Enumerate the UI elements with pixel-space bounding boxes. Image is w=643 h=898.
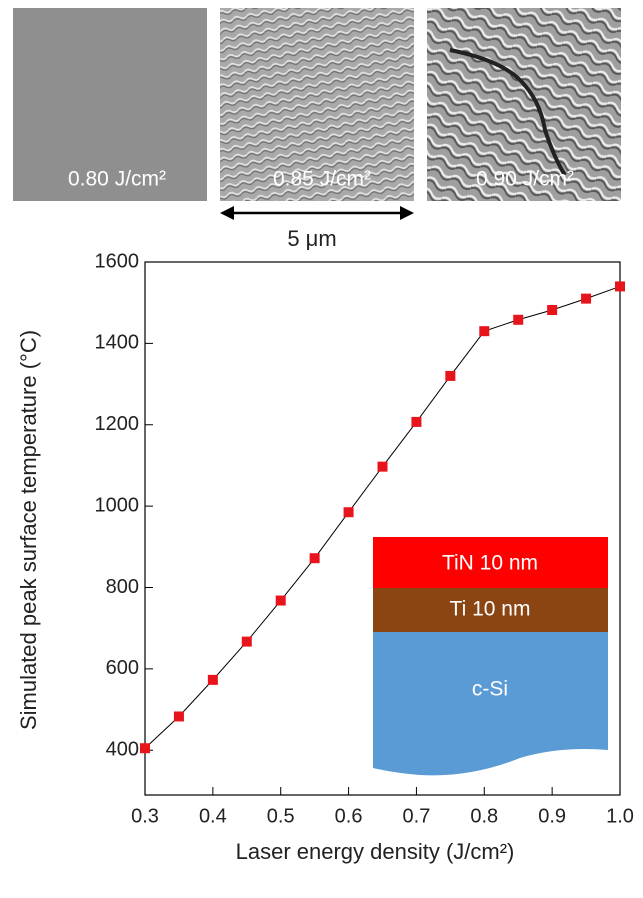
y-tick-label: 1600 bbox=[95, 250, 140, 272]
data-point bbox=[581, 293, 592, 304]
data-point bbox=[479, 326, 490, 337]
layer-label: Ti 10 nm bbox=[450, 598, 531, 621]
x-tick-label: 0.7 bbox=[403, 805, 431, 827]
y-tick-label: 1000 bbox=[95, 494, 140, 516]
image-label: 0.90 J/cm² bbox=[476, 168, 574, 191]
x-tick-label: 0.5 bbox=[267, 805, 295, 827]
data-point bbox=[207, 674, 218, 685]
x-tick-label: 1.0 bbox=[606, 805, 634, 827]
y-tick-label: 800 bbox=[106, 576, 139, 598]
data-point bbox=[309, 553, 320, 564]
data-point bbox=[343, 507, 354, 518]
sem-feature bbox=[449, 48, 567, 177]
x-tick-label: 0.9 bbox=[538, 805, 566, 827]
layer-label: TiN 10 nm bbox=[442, 552, 538, 575]
data-point bbox=[275, 595, 286, 606]
sem-image bbox=[13, 8, 207, 201]
sem-image bbox=[220, 8, 414, 201]
data-point bbox=[547, 305, 558, 316]
y-tick-label: 1400 bbox=[95, 332, 140, 354]
data-point bbox=[445, 370, 456, 381]
layer-inset: TiN 10 nm Ti 10 nm c-Si bbox=[373, 537, 608, 776]
image-label: 0.80 J/cm² bbox=[68, 168, 166, 191]
scale-label: 5 μm bbox=[287, 226, 336, 251]
data-point bbox=[615, 281, 625, 292]
y-tick-label: 1200 bbox=[95, 413, 140, 435]
x-axis-label: Laser energy density (J/cm²) bbox=[236, 839, 515, 864]
data-point bbox=[140, 743, 150, 754]
y-tick-label: 600 bbox=[106, 657, 139, 679]
x-tick-label: 0.8 bbox=[470, 805, 498, 827]
plot-frame bbox=[144, 261, 621, 796]
data-point bbox=[173, 711, 184, 722]
image-label: 0.85 J/cm² bbox=[273, 168, 371, 191]
y-axis-label: Simulated peak surface temperature (°C) bbox=[16, 330, 41, 730]
layer-label: c-Si bbox=[472, 678, 508, 701]
data-point bbox=[513, 314, 524, 325]
sem-image bbox=[427, 8, 621, 201]
x-tick-label: 0.3 bbox=[131, 805, 159, 827]
si-substrate bbox=[373, 632, 608, 776]
data-point bbox=[377, 461, 388, 472]
data-point bbox=[411, 416, 422, 427]
tin-layer bbox=[373, 537, 608, 588]
x-tick-label: 0.4 bbox=[199, 805, 227, 827]
data-point bbox=[241, 636, 252, 647]
x-tick-label: 0.6 bbox=[335, 805, 363, 827]
y-tick-label: 400 bbox=[106, 739, 139, 761]
ti-layer bbox=[373, 588, 608, 632]
